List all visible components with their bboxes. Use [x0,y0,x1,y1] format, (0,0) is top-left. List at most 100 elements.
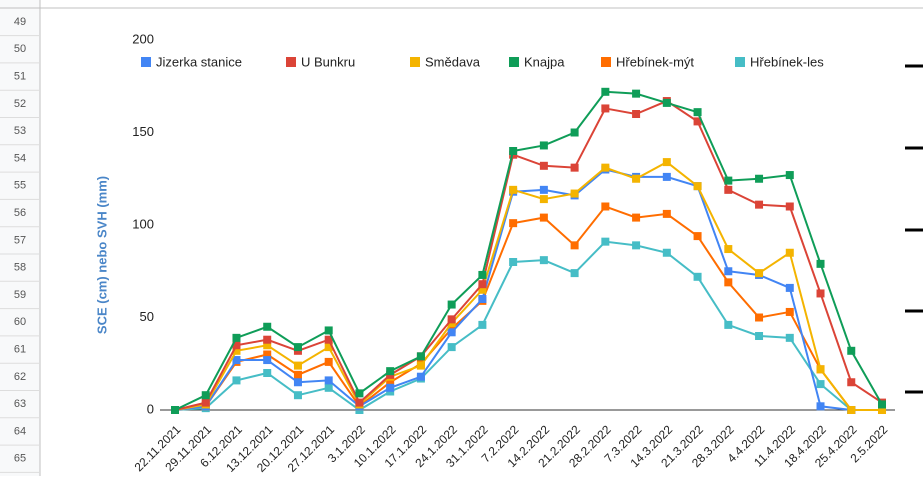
point [325,376,333,384]
series [171,203,886,415]
point [540,195,548,203]
point [724,186,732,194]
line [175,162,882,410]
legend-marker [735,57,745,67]
point [417,362,425,370]
row-number: 49 [14,16,26,28]
point [663,158,671,166]
point [817,380,825,388]
point [601,164,609,172]
point [571,129,579,137]
point [448,301,456,309]
point [325,326,333,334]
point [786,249,794,257]
point [540,162,548,170]
point [478,271,486,279]
point [232,376,240,384]
point [601,104,609,112]
point [540,214,548,222]
row-number: 57 [14,234,26,246]
series [171,97,886,414]
point [632,110,640,118]
point [386,384,394,392]
legend-marker [286,57,296,67]
point [817,402,825,410]
legend-marker [601,57,611,67]
point [448,328,456,336]
point [417,352,425,360]
point [263,336,271,344]
point [724,177,732,185]
point [448,315,456,323]
point [724,245,732,253]
point [355,399,363,407]
row-number: 54 [14,152,26,164]
point [202,399,210,407]
point [724,267,732,275]
point [601,203,609,211]
legend-label: Smědava [425,54,481,69]
point [509,147,517,155]
point [294,362,302,370]
point [786,203,794,211]
point [232,334,240,342]
row-number: 65 [14,453,26,465]
point [755,175,763,183]
point [817,365,825,373]
point [294,371,302,379]
point [263,356,271,364]
row-number: 50 [14,43,26,55]
point [294,343,302,351]
line [175,242,882,410]
point [694,273,702,281]
legend-label: U Bunkru [301,54,355,69]
row-number: 53 [14,125,26,137]
point [632,214,640,222]
point [694,232,702,240]
point [325,358,333,366]
point [724,278,732,286]
point [355,389,363,397]
point [540,141,548,149]
row-number: 61 [14,344,26,356]
legend-label: Knajpa [524,54,565,69]
y-tick-label: 0 [147,401,154,416]
point [294,378,302,386]
point [786,284,794,292]
point [847,347,855,355]
point [786,334,794,342]
point [540,186,548,194]
point [878,400,886,408]
point [694,108,702,116]
point [571,269,579,277]
point [263,323,271,331]
point [632,90,640,98]
point [847,378,855,386]
point [571,164,579,172]
legend-marker [509,57,519,67]
point [509,186,517,194]
page: {"row_numbers": ["49","50","51","52","53… [0,0,923,476]
point [509,219,517,227]
point [817,260,825,268]
row-number: 64 [14,425,26,437]
point [786,308,794,316]
point [263,369,271,377]
y-axis-label: SCE (cm) nebo SVH (mm) [94,176,109,334]
point [417,373,425,381]
row-number: 60 [14,316,26,328]
row-number: 52 [14,98,26,110]
line [175,92,882,410]
point [755,269,763,277]
point [386,367,394,375]
point [478,280,486,288]
row-number: 63 [14,398,26,410]
row-number: 59 [14,289,26,301]
point [663,210,671,218]
y-tick-label: 100 [132,216,154,231]
point [571,241,579,249]
point [540,256,548,264]
point [601,238,609,246]
legend-label: Hřebínek-mýt [616,54,694,69]
line [175,207,882,411]
